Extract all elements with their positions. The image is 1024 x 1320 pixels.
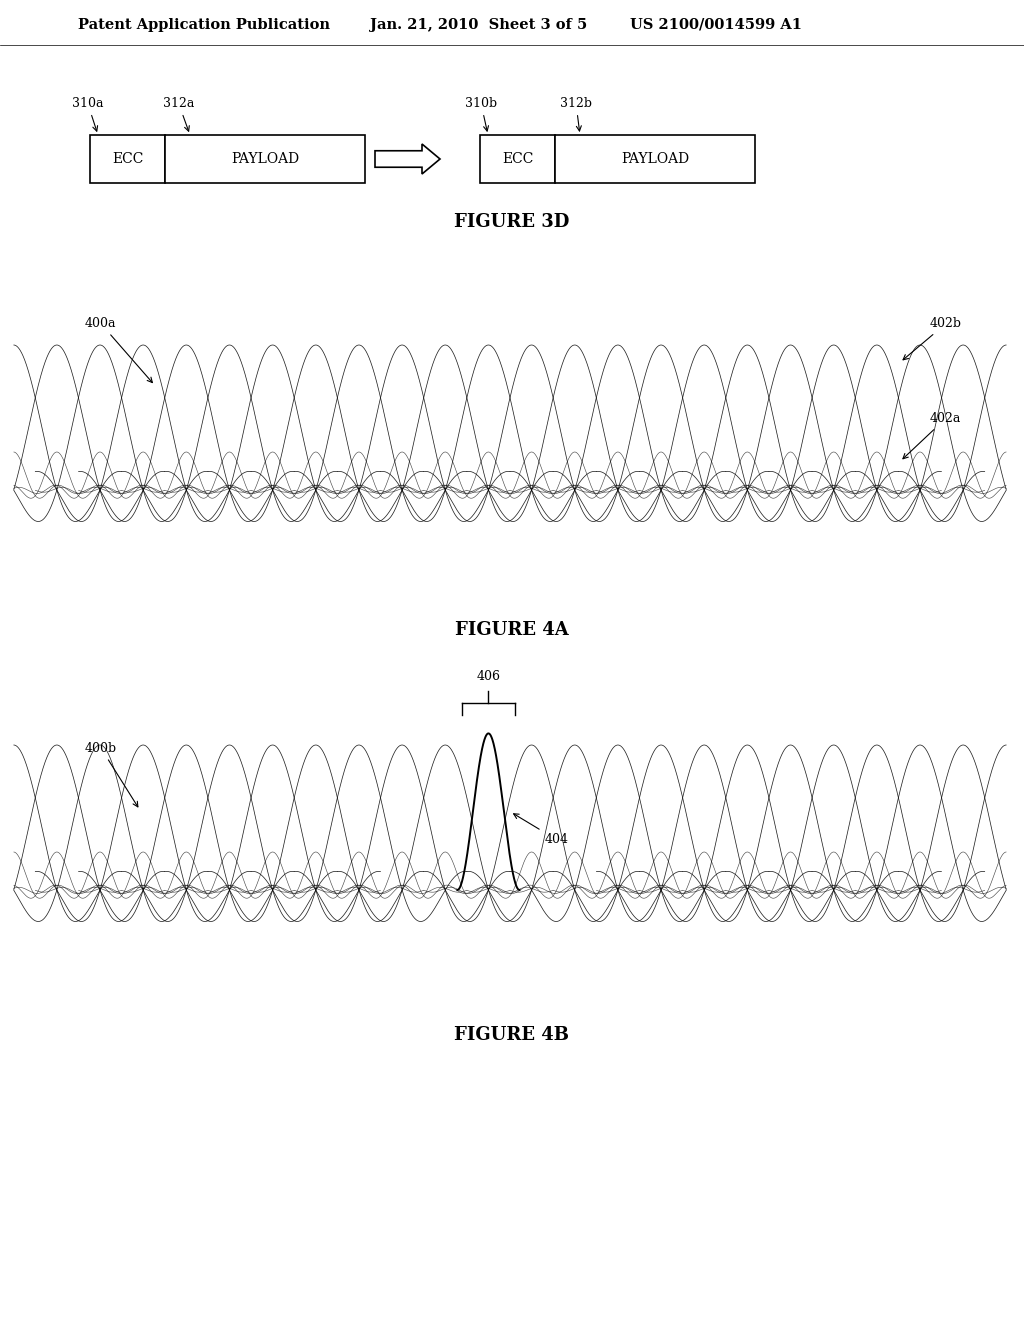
Text: 310b: 310b (465, 96, 497, 131)
Text: 312a: 312a (163, 96, 195, 131)
Bar (480, 135, 555, 183)
Text: Patent Application Publication: Patent Application Publication (78, 18, 330, 32)
Text: 312b: 312b (560, 96, 592, 131)
Bar (90, 135, 165, 183)
Text: 402b: 402b (903, 317, 962, 360)
Text: ECC: ECC (112, 152, 143, 166)
FancyArrow shape (375, 144, 440, 174)
Text: 310a: 310a (72, 96, 103, 131)
Text: US 2100/0014599 A1: US 2100/0014599 A1 (630, 18, 802, 32)
Text: 400b: 400b (85, 742, 138, 807)
Text: 406: 406 (476, 671, 501, 684)
Text: 404: 404 (514, 813, 568, 846)
Text: FIGURE 3D: FIGURE 3D (455, 213, 569, 231)
Text: 402a: 402a (903, 412, 962, 459)
Text: Jan. 21, 2010  Sheet 3 of 5: Jan. 21, 2010 Sheet 3 of 5 (370, 18, 587, 32)
Text: FIGURE 4A: FIGURE 4A (455, 620, 569, 639)
Bar (555, 135, 755, 183)
Text: PAYLOAD: PAYLOAD (231, 152, 299, 166)
Text: ECC: ECC (502, 152, 534, 166)
Text: PAYLOAD: PAYLOAD (621, 152, 689, 166)
Text: FIGURE 4B: FIGURE 4B (455, 1026, 569, 1044)
Text: 400a: 400a (85, 317, 153, 383)
Bar (165, 135, 365, 183)
